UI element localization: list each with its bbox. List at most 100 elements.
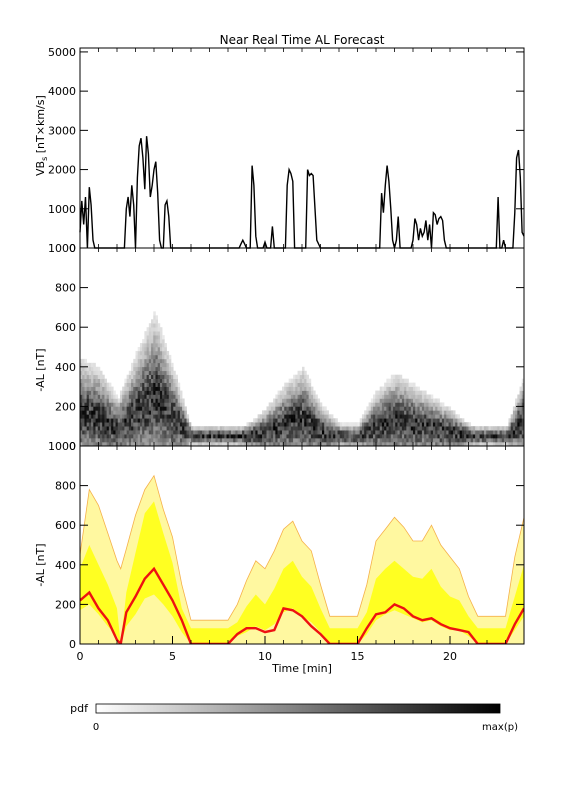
pdf-cell	[155, 347, 158, 352]
pdf-cell	[113, 438, 116, 443]
pdf-cell	[104, 426, 107, 431]
pdf-cell	[393, 398, 396, 403]
pdf-cell	[406, 422, 409, 427]
pdf-cell	[319, 410, 323, 415]
pdf-cell	[302, 406, 305, 411]
pdf-cell	[237, 426, 241, 431]
pdf-cell	[171, 390, 174, 395]
pdf-cell	[464, 434, 467, 439]
pdf-cell	[470, 434, 474, 439]
pdf-cell	[393, 374, 396, 379]
pdf-cell	[310, 430, 314, 435]
pdf-cell	[164, 390, 167, 395]
pdf-cell	[257, 426, 261, 431]
pdf-cell	[93, 390, 96, 395]
pdf-cell	[144, 398, 147, 403]
pdf-cell	[139, 386, 143, 391]
pdf-cell	[171, 406, 174, 411]
pdf-cell	[370, 402, 374, 407]
pdf-cell	[151, 394, 154, 399]
pdf-cell	[184, 422, 187, 427]
pdf-cell	[395, 374, 398, 379]
pdf-cell	[313, 438, 316, 443]
pdf-cell	[86, 386, 90, 391]
pdf-cell	[80, 390, 83, 395]
pdf-cell	[210, 438, 214, 443]
pdf-cell	[162, 414, 165, 419]
pdf-cell	[175, 430, 178, 435]
pdf-cell	[186, 418, 190, 423]
pdf-cell	[159, 402, 163, 407]
pdf-cell	[333, 430, 336, 435]
pdf-cell	[126, 422, 130, 427]
pdf-cell	[175, 442, 178, 446]
pdf-cell	[104, 398, 107, 403]
pdf-cell	[288, 438, 292, 443]
pdf-cell	[113, 398, 116, 403]
pdf-cell	[426, 394, 429, 399]
pdf-cell	[353, 438, 356, 443]
pdf-cell	[348, 438, 352, 443]
pdf-cell	[295, 410, 298, 415]
pdf-cell	[244, 426, 247, 431]
pdf-cell	[235, 434, 238, 439]
pdf-cell	[99, 390, 103, 395]
pdf-cell	[313, 414, 316, 419]
pdf-cell	[175, 402, 178, 407]
pdf-cell	[446, 414, 449, 419]
pdf-cell	[264, 434, 267, 439]
pdf-cell	[308, 406, 312, 411]
pdf-cell	[333, 426, 336, 431]
forecast-ytick-label: 800	[55, 480, 76, 493]
pdf-cell	[517, 402, 520, 407]
pdf-cell	[139, 366, 143, 372]
pdf-cell	[173, 406, 176, 411]
pdf-cell	[468, 434, 472, 439]
pdf-cell	[113, 402, 116, 407]
forecast-ytick-label: 0	[69, 638, 76, 651]
pdf-cell	[84, 394, 87, 399]
pdf-cell	[426, 418, 429, 423]
pdf-cell	[381, 390, 385, 395]
pdf-cell	[155, 319, 158, 324]
pdf-cell	[397, 430, 400, 435]
pdf-cell	[388, 418, 392, 423]
pdf-cell	[488, 438, 491, 443]
pdf-cell	[426, 414, 429, 419]
pdf-cell	[350, 442, 354, 446]
pdf-cell	[282, 410, 285, 415]
pdf-cell	[353, 442, 356, 446]
pdf-cell	[452, 414, 456, 419]
pdf-cell	[384, 414, 387, 419]
forecast-ytick-label: 400	[55, 559, 76, 572]
pdf-cell	[86, 362, 90, 368]
pdf-cell	[293, 390, 296, 395]
pdf-cell	[313, 442, 316, 446]
pdf-cell	[450, 430, 454, 435]
pdf-cell	[435, 422, 438, 427]
pdf-cell	[195, 426, 198, 431]
pdf-cell	[159, 366, 163, 372]
pdf-cell	[290, 430, 294, 435]
pdf-cell	[102, 418, 105, 423]
pdf-cell	[273, 442, 276, 446]
pdf-cell	[88, 410, 92, 415]
pdf-cell	[155, 327, 158, 332]
pdf-cell	[512, 418, 516, 423]
pdf-cell	[80, 370, 83, 376]
pdf-cell	[91, 366, 94, 372]
pdf-cell	[124, 430, 127, 435]
pdf-cell	[233, 426, 236, 431]
pdf-cell	[404, 418, 407, 423]
pdf-cell	[151, 378, 154, 383]
pdf-cell	[153, 390, 156, 395]
pdf-cell	[337, 426, 341, 431]
pdf-cell	[135, 366, 139, 372]
pdf-cell	[142, 354, 145, 360]
pdf-cell	[164, 438, 167, 443]
pdf-cell	[173, 426, 176, 431]
pdf-cell	[257, 438, 261, 443]
pdf-cell	[264, 438, 267, 443]
vbs-label-units: [nT×km/s]	[34, 95, 47, 157]
pdf-cell	[435, 430, 438, 435]
